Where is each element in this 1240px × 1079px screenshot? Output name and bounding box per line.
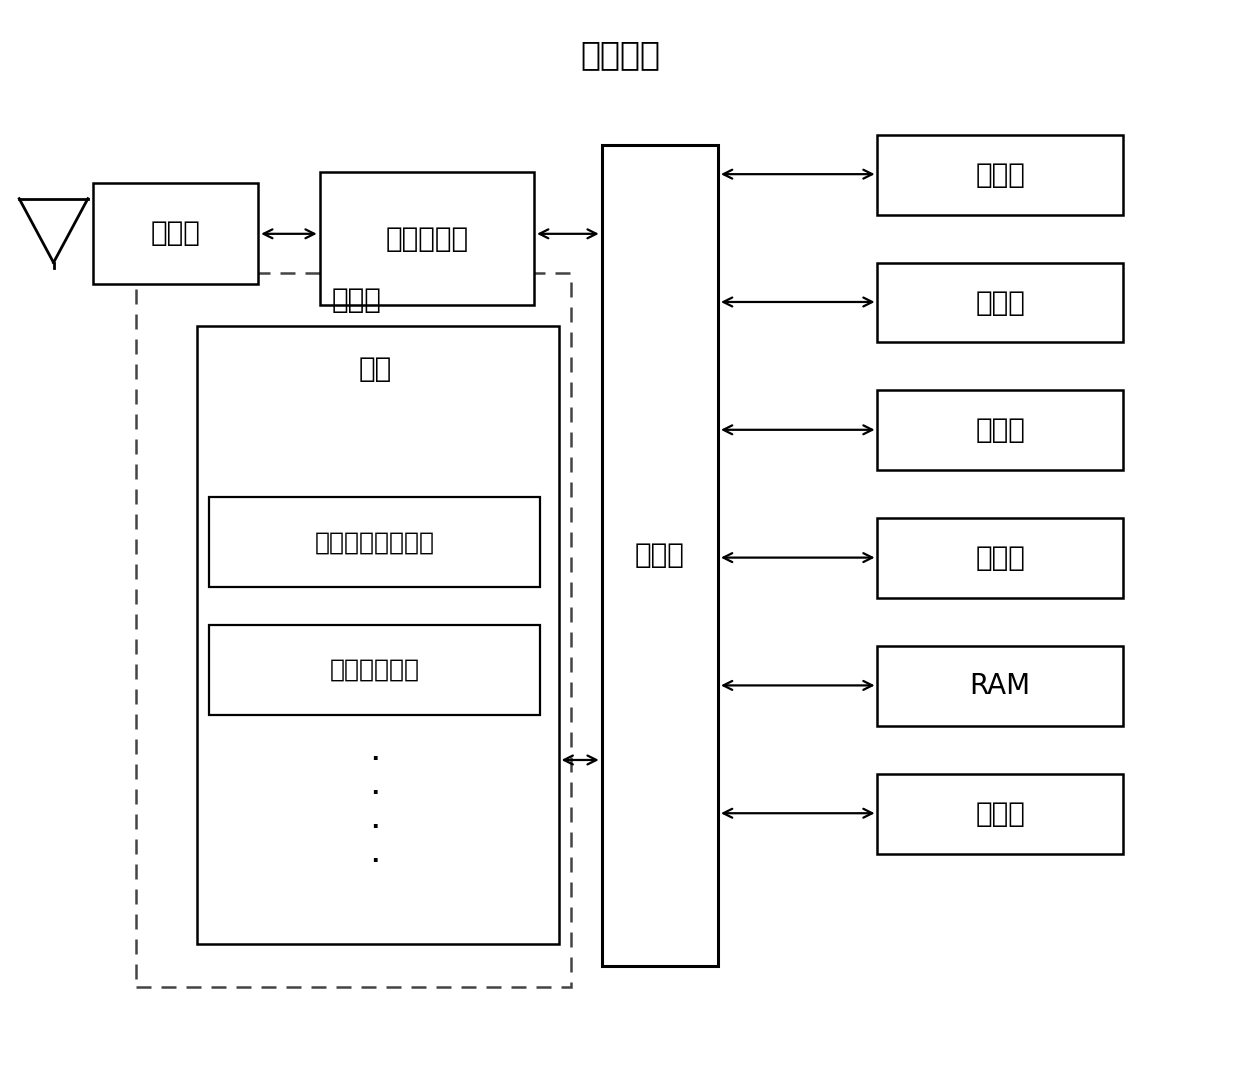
Text: 麦克风: 麦克风 [975,544,1025,572]
Bar [878,391,1122,470]
Text: 程序: 程序 [358,355,392,383]
Text: 存储器: 存储器 [331,286,382,314]
Text: 处理器: 处理器 [635,542,684,570]
Bar [197,327,559,944]
Text: 消息发送功能: 消息发送功能 [330,658,420,682]
Bar [210,497,541,587]
Bar [601,146,718,966]
Bar [878,518,1122,598]
Bar [210,625,541,715]
Text: 信号处理器: 信号处理器 [386,224,469,252]
Text: 摄像头: 摄像头 [975,161,1025,189]
Bar [878,774,1122,853]
Text: 尿检报告接收功能: 尿检报告接收功能 [315,530,435,555]
Text: 传感器: 传感器 [975,800,1025,828]
Text: 显示屏: 显示屏 [975,288,1025,316]
Text: 扬声器: 扬声器 [975,416,1025,445]
Bar [135,273,570,987]
Bar [320,172,534,305]
Text: ·
·
·
·: · · · · [370,743,381,879]
Bar [878,135,1122,215]
Bar [93,182,258,284]
Bar [878,646,1122,726]
Text: RAM: RAM [970,672,1030,700]
Bar [878,262,1122,342]
Text: 电子设备: 电子设备 [580,39,660,71]
Text: 收发器: 收发器 [150,219,201,247]
